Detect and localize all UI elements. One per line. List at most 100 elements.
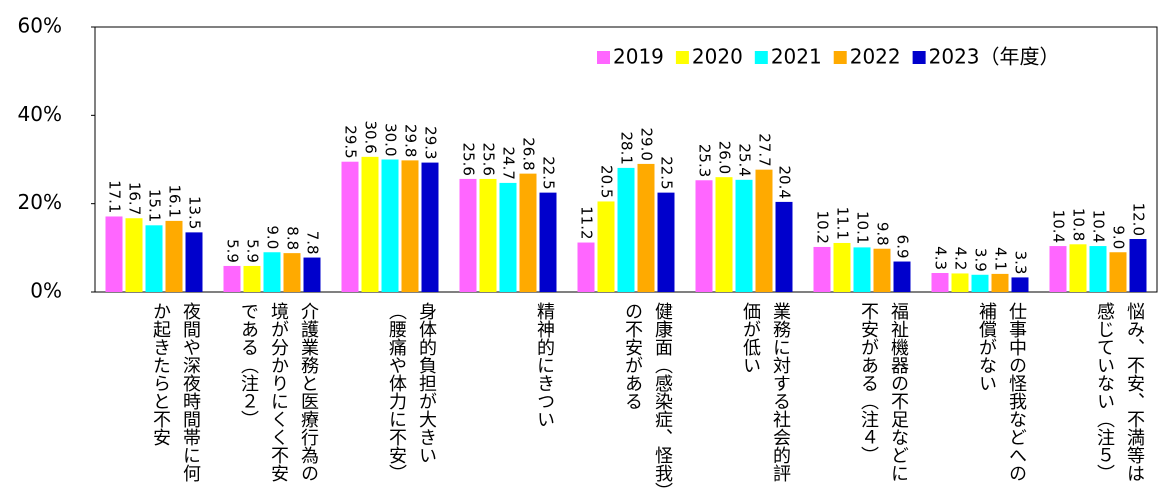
bar bbox=[695, 180, 713, 292]
bar bbox=[165, 220, 183, 292]
value-label: 29.0 bbox=[638, 128, 656, 161]
value-label: 10.4 bbox=[1050, 210, 1068, 243]
value-label: 26.8 bbox=[520, 137, 538, 170]
legend-label: 2021 bbox=[771, 45, 822, 69]
bar bbox=[185, 232, 203, 292]
bar bbox=[971, 274, 989, 292]
value-label: 22.5 bbox=[540, 156, 558, 189]
bar bbox=[105, 216, 123, 292]
bar bbox=[931, 273, 949, 292]
value-label: 24.7 bbox=[500, 147, 518, 180]
bar bbox=[1109, 252, 1127, 292]
value-label: 20.4 bbox=[776, 165, 794, 198]
bar bbox=[125, 218, 143, 292]
value-label: 4.3 bbox=[932, 246, 950, 270]
bar bbox=[1049, 246, 1067, 292]
x-tick-label: 業務に対する社会的評価が低い bbox=[740, 302, 791, 482]
value-label: 10.4 bbox=[1090, 210, 1108, 243]
value-label: 11.2 bbox=[578, 206, 596, 239]
bar bbox=[421, 162, 439, 292]
bar bbox=[381, 159, 399, 292]
x-tick-label: 仕事中の怪我などへの補償がない bbox=[976, 302, 1027, 482]
bar bbox=[833, 242, 851, 292]
value-label: 15.1 bbox=[146, 189, 164, 222]
bar bbox=[1069, 244, 1087, 292]
value-label: 10.1 bbox=[854, 211, 872, 244]
bar bbox=[1129, 239, 1147, 292]
value-label: 17.1 bbox=[106, 180, 124, 213]
bar bbox=[1011, 277, 1029, 292]
value-label: 7.8 bbox=[304, 231, 322, 255]
bar bbox=[341, 161, 359, 292]
bar bbox=[991, 273, 1009, 292]
value-label: 25.6 bbox=[460, 143, 478, 176]
value-label: 29.5 bbox=[342, 125, 360, 158]
legend-swatch bbox=[754, 51, 768, 64]
value-label: 10.8 bbox=[1070, 208, 1088, 241]
value-label: 25.6 bbox=[480, 143, 498, 176]
bar bbox=[657, 192, 675, 292]
bar bbox=[145, 225, 163, 292]
bar bbox=[263, 252, 281, 292]
legend-swatch bbox=[912, 51, 926, 64]
value-label: 29.8 bbox=[402, 124, 420, 157]
bar bbox=[597, 201, 615, 292]
bar bbox=[617, 167, 635, 292]
value-label: 8.8 bbox=[284, 226, 302, 250]
bar bbox=[499, 182, 517, 292]
bar bbox=[243, 265, 261, 292]
value-label: 30.0 bbox=[382, 123, 400, 156]
bar bbox=[459, 178, 477, 292]
bar bbox=[577, 242, 595, 292]
value-label: 5.9 bbox=[224, 239, 242, 263]
value-label: 4.2 bbox=[952, 247, 970, 271]
legend-label: 2022 bbox=[850, 45, 901, 69]
x-tick-label: 介護業務と医療行為の境が分かりにくく不安である（注２） bbox=[238, 302, 319, 482]
bar bbox=[401, 160, 419, 292]
legend-label: 2020 bbox=[692, 45, 743, 69]
bar bbox=[361, 156, 379, 292]
y-tick-label: 40% bbox=[18, 102, 62, 126]
value-label: 16.1 bbox=[166, 184, 184, 217]
bar bbox=[775, 201, 793, 292]
bar bbox=[755, 169, 773, 292]
x-tick-label: 悩み、不安、不満等は感じていない（注５） bbox=[1094, 302, 1145, 482]
y-tick-label: 20% bbox=[18, 190, 62, 214]
value-label: 3.3 bbox=[1012, 251, 1030, 275]
value-label: 6.9 bbox=[894, 235, 912, 259]
value-label: 26.0 bbox=[716, 141, 734, 174]
bar bbox=[853, 247, 871, 292]
bar bbox=[735, 179, 753, 292]
bar bbox=[303, 257, 321, 292]
x-tick-label: 身体的負担が大きい（腰痛や体力に不安） bbox=[386, 302, 437, 482]
bar bbox=[873, 248, 891, 292]
value-label: 27.7 bbox=[756, 133, 774, 166]
value-label: 4.1 bbox=[992, 247, 1010, 271]
bar bbox=[951, 273, 969, 292]
value-label: 29.3 bbox=[422, 126, 440, 159]
legend-swatch bbox=[675, 51, 689, 64]
x-tick-label: 精神的にきつい bbox=[534, 302, 555, 428]
bar bbox=[637, 163, 655, 292]
chart: 0%20%40%60%17.1 16.7 15.1 16.1 13.55.9 5.99.0… bbox=[18, 14, 1158, 301]
y-tick-label: 0% bbox=[30, 279, 62, 301]
value-label: 30.6 bbox=[362, 120, 380, 153]
bar bbox=[519, 173, 537, 292]
bar bbox=[813, 246, 831, 292]
bar bbox=[715, 177, 733, 292]
value-label: 22.5 bbox=[658, 156, 676, 189]
y-tick-label: 60% bbox=[18, 14, 62, 38]
bar bbox=[479, 178, 497, 292]
value-label: 9.8 bbox=[874, 222, 892, 246]
value-label: 11.1 bbox=[834, 207, 852, 240]
value-label: 5.9 bbox=[244, 239, 262, 263]
legend-swatch bbox=[597, 51, 610, 64]
bar bbox=[539, 192, 557, 292]
value-label: 13.5 bbox=[186, 196, 204, 229]
legend-label: 2019 bbox=[613, 45, 664, 69]
bar bbox=[893, 261, 911, 292]
value-label: 9.0 bbox=[1110, 225, 1128, 249]
value-label: 10.2 bbox=[814, 211, 832, 244]
value-label: 25.4 bbox=[736, 143, 754, 176]
